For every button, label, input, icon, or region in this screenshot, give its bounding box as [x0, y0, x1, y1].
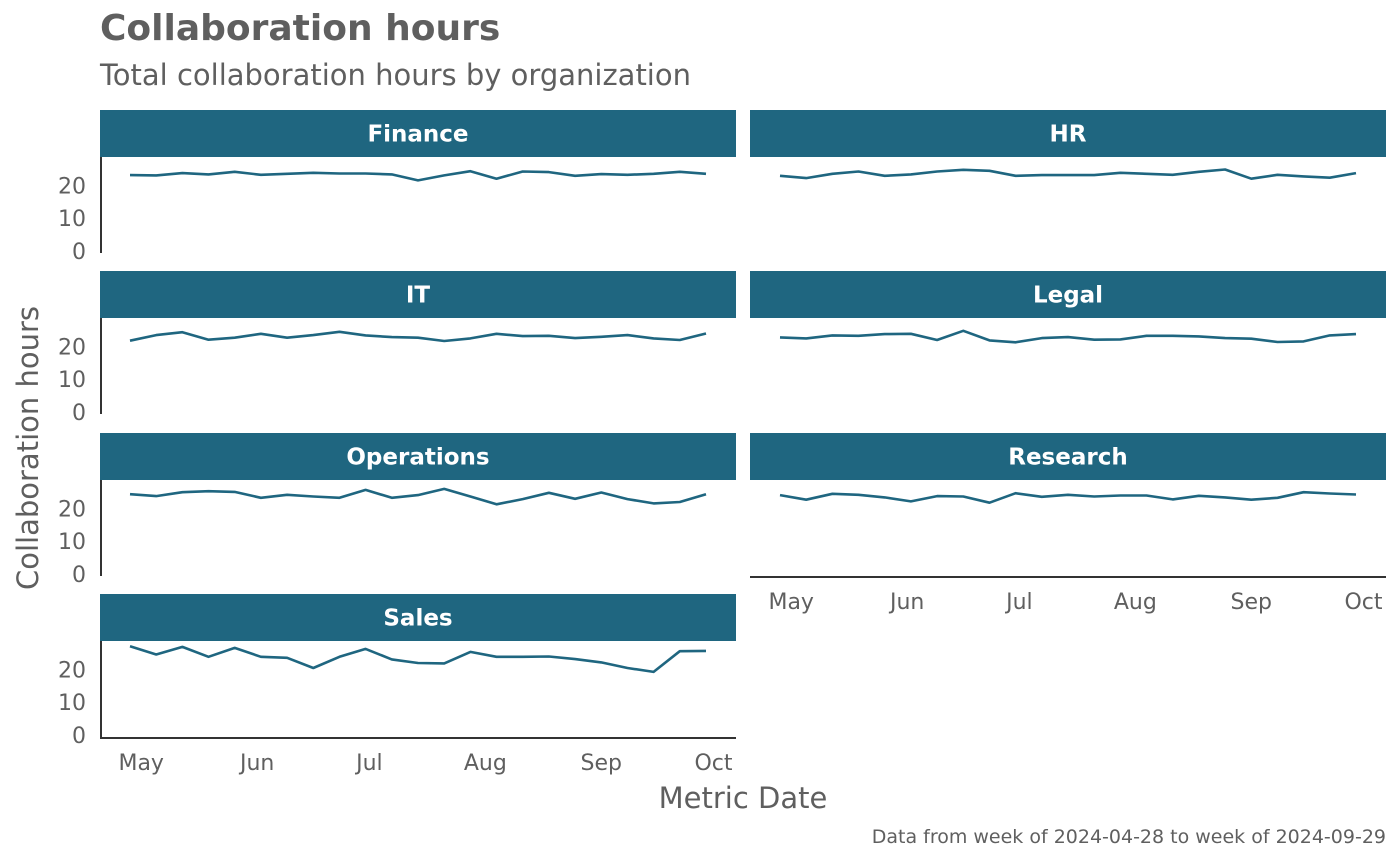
- y-tick-label-operations-0: 0: [72, 563, 86, 588]
- y-tick-label-sales-0: 0: [72, 724, 86, 749]
- x-tick-label-sales-sep: Sep: [581, 751, 622, 776]
- series-line-it: [129, 330, 707, 343]
- facet-label-finance: Finance: [367, 122, 468, 148]
- x-tick-label-sales-jun: Jun: [238, 751, 274, 776]
- y-tick-label-finance-20: 20: [58, 174, 86, 199]
- x-tick-label-research-oct: Oct: [1344, 590, 1382, 615]
- x-tick-label-sales-oct: Oct: [694, 751, 732, 776]
- x-tick-label-research-may: May: [768, 590, 813, 615]
- chart-subtitle: Total collaboration hours by organizatio…: [100, 58, 691, 92]
- x-tick-label-sales-aug: Aug: [464, 751, 507, 776]
- y-tick-label-it-10: 10: [58, 368, 86, 393]
- x-axis-title: Metric Date: [659, 781, 828, 815]
- facet-label-legal: Legal: [1033, 283, 1103, 309]
- y-axis-title: Collaboration hours: [11, 306, 45, 590]
- facet-label-sales: Sales: [383, 606, 452, 632]
- facet-strip-sales: [100, 594, 736, 641]
- series-line-operations: [129, 487, 707, 506]
- x-tick-label-sales-may: May: [118, 751, 163, 776]
- y-tick-label-finance-10: 10: [58, 207, 86, 232]
- y-tick-label-finance-0: 0: [72, 240, 86, 265]
- facet-strip-legal: [750, 271, 1386, 318]
- y-tick-label-operations-10: 10: [58, 530, 86, 555]
- facet-label-it: IT: [406, 283, 431, 309]
- series-line-sales: [129, 645, 707, 674]
- facet-strip-research: [750, 433, 1386, 480]
- y-tick-label-sales-10: 10: [58, 691, 86, 716]
- facet-strip-finance: [100, 110, 736, 157]
- x-tick-label-research-aug: Aug: [1114, 590, 1157, 615]
- chart-title: Collaboration hours: [100, 8, 501, 49]
- series-line-legal: [779, 329, 1357, 344]
- x-tick-label-research-jul: Jul: [1004, 590, 1033, 615]
- facet-label-research: Research: [1008, 445, 1127, 471]
- facet-strip-operations: [100, 433, 736, 480]
- x-tick-label-research-jun: Jun: [888, 590, 924, 615]
- chart-caption: Data from week of 2024-04-28 to week of …: [871, 826, 1386, 848]
- series-line-finance: [129, 169, 707, 182]
- x-tick-label-research-sep: Sep: [1231, 590, 1272, 615]
- facet-label-hr: HR: [1050, 122, 1087, 148]
- y-tick-label-it-20: 20: [58, 335, 86, 360]
- facet-strip-hr: [750, 110, 1386, 157]
- y-tick-label-sales-20: 20: [58, 658, 86, 683]
- facet-strip-it: [100, 271, 736, 318]
- facet-label-operations: Operations: [346, 445, 489, 471]
- y-tick-label-it-0: 0: [72, 401, 86, 426]
- series-line-research: [779, 490, 1357, 505]
- x-tick-label-sales-jul: Jul: [354, 751, 383, 776]
- y-tick-label-operations-20: 20: [58, 497, 86, 522]
- series-line-hr: [779, 168, 1357, 180]
